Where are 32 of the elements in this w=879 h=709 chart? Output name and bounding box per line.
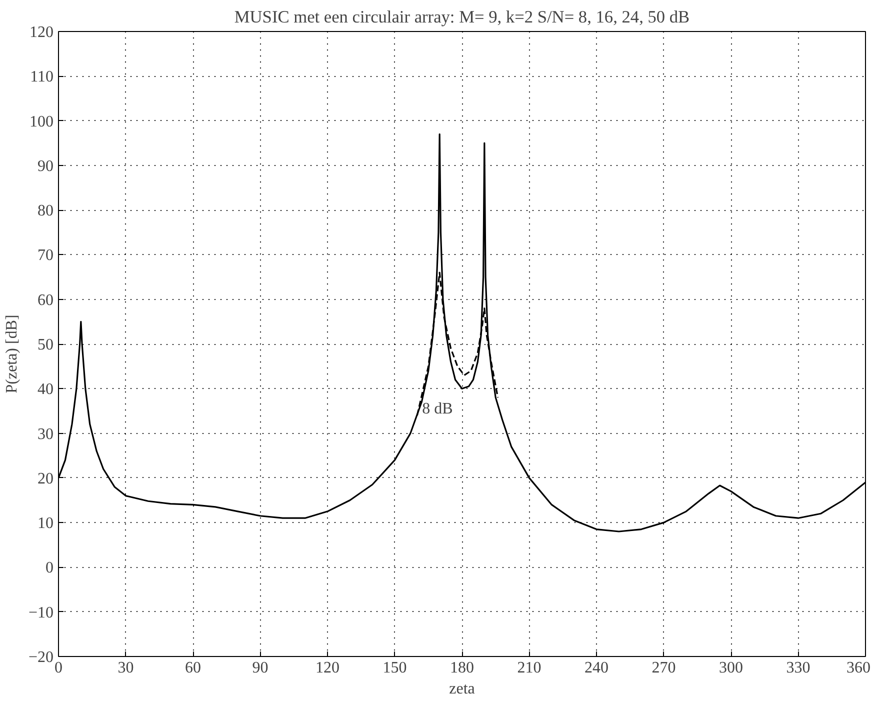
y-tick-label: 100 [30,113,54,130]
x-tick-label: 90 [252,660,268,676]
y-axis-title: P(zeta) [dB] [3,314,20,394]
y-tick-label: −20 [28,649,54,666]
x-tick-label: 180 [450,660,474,676]
x-tick-label: 210 [517,660,542,676]
y-tick-label: 90 [38,158,54,175]
y-tick-label: 80 [38,202,54,220]
series-label: 8 dB [422,400,453,418]
x-tick-label: 360 [846,660,870,676]
x-tick-label: 150 [382,660,407,676]
x-axis-title: zeta [449,680,475,698]
x-tick-label: 270 [652,660,676,676]
line-series [416,272,499,416]
y-tick-label: 30 [38,426,54,443]
y-tick-label: 70 [38,247,54,264]
chart-title: MUSIC met een circulair array: M= 9, k=2 S/N= 8, 16, 24, 50 dB [234,8,690,26]
y-tick-label: 60 [38,292,54,309]
x-tick-label: 300 [719,660,743,676]
x-tick-label: 60 [185,660,201,676]
y-tick-label: 10 [38,515,54,532]
y-tick-label: 0 [46,560,54,577]
x-tick-label: 120 [316,660,340,676]
x-tick-label: 240 [584,660,608,676]
x-tick-label: 330 [786,660,810,676]
y-tick-label: 50 [38,336,54,354]
y-tick-label: 120 [30,24,54,41]
y-tick-label: 40 [38,381,54,398]
y-tick-label: 20 [38,470,54,488]
y-tick-label: 110 [30,68,54,86]
x-tick-label: 30 [118,660,134,676]
y-tick-label: −10 [28,604,54,622]
